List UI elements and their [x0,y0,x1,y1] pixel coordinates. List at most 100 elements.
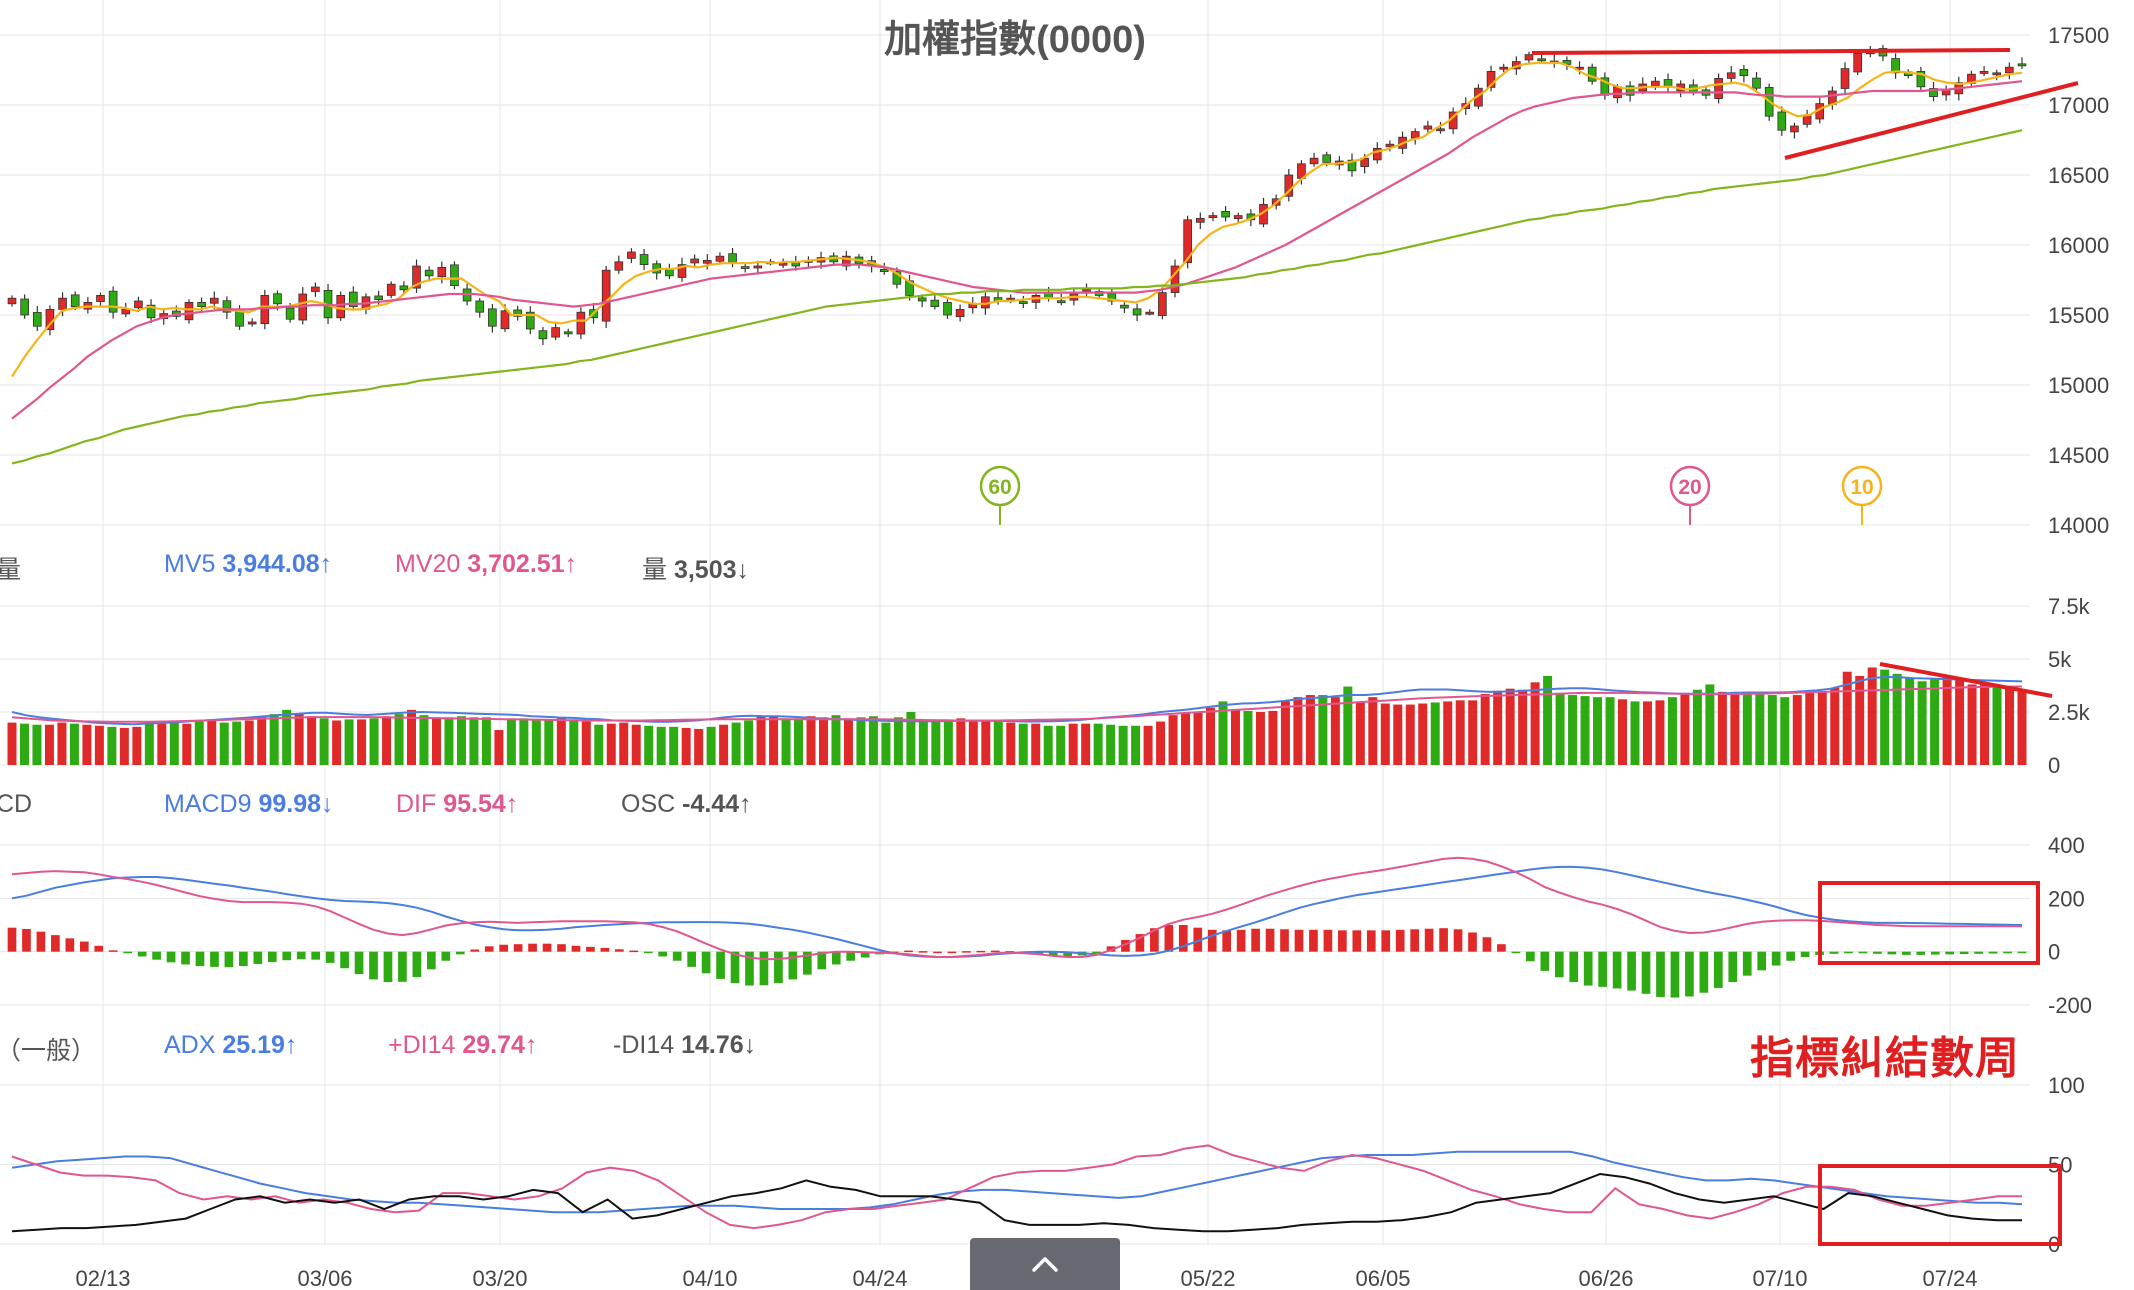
volume-bar [1630,701,1640,765]
candle-body [525,311,535,330]
osc-bar [1887,951,1897,955]
osc-bar [1930,951,1940,955]
volume-bar [1093,723,1103,765]
osc-bar [904,950,913,953]
osc-bar [398,951,407,982]
volume-bar [232,721,242,765]
volume-bar [444,717,454,765]
volume-bar [606,723,616,765]
candle-body [235,310,244,327]
osc-bar [1193,927,1203,952]
volume-bar [169,721,179,765]
volume-bar [1493,690,1503,765]
osc-bar [2003,951,2012,954]
volume-bar [194,721,204,765]
osc-bar [1858,951,1868,954]
minus-di-line [11,1172,2022,1233]
volume-bar [781,718,791,765]
volume-bar [382,716,392,765]
volume-bar [1418,703,1428,765]
volume-tick-label: 5k [2048,647,2072,672]
volume-bar [1855,675,1865,765]
osc-bar [1988,951,1998,954]
price-tick-label: 14000 [2048,513,2109,538]
legend-arrow: ↑ [524,1031,538,1059]
osc-bar [947,951,957,954]
price-tick-label: 15500 [2048,303,2109,328]
legend-label: -DI14 [613,1031,675,1059]
osc-bar [311,951,321,960]
osc-bar [802,951,812,975]
candle-body [1891,58,1900,74]
volume-bar [1505,688,1515,765]
osc-bar [846,951,856,961]
candle-body [538,330,548,340]
legend-item: DIF 95.54↑ [396,790,518,819]
candle-body [32,312,42,327]
osc-bar [65,938,75,952]
legend-value: 3,702.51 [460,550,565,578]
volume-bar [669,726,679,765]
volume-bar [1106,724,1116,765]
scroll-up-button[interactable] [970,1238,1120,1290]
candle-body [1019,301,1028,304]
candle-body [1145,311,1155,315]
volume-bar [756,716,766,765]
candle-body [96,294,105,302]
legend-arrow: ↑ [505,790,519,818]
volume-bar [744,720,754,765]
osc-bar [383,951,393,983]
candle-body [1322,154,1332,163]
legend-label: MV20 [395,550,461,578]
candle-body [1221,210,1230,218]
volume-bar [1655,700,1665,765]
candle-body [412,265,421,289]
candle-body [1056,300,1066,304]
legend-label: ADX [164,1031,216,1059]
candle-body [1410,131,1420,139]
x-tick-label: 05/22 [1180,1266,1235,1290]
osc-bar [1916,951,1926,955]
candle-body [488,308,497,327]
candle-body [879,268,889,272]
osc-bar [1554,951,1564,978]
volume-bar [1792,695,1802,765]
osc-bar [253,951,263,964]
candle-body [1436,128,1445,132]
legend-value: 99.98 [251,790,322,818]
candle-body [108,290,118,313]
volume-bar [2017,690,2027,765]
axis-labels: 14000 14500 15000 15500 16000 16500 17000 17500… [75,23,2109,1290]
osc-bar [1583,951,1593,986]
volume-bar [1006,722,1016,765]
osc-bar [1309,929,1318,952]
volume-bar [1243,710,1253,765]
macd-tick-label: 0 [2048,940,2060,965]
candle-body [1625,85,1635,96]
osc-bar [615,949,624,952]
volume-bar [519,718,529,765]
volume-bar [993,721,1003,765]
price-tick-label: 17500 [2048,23,2109,48]
legend-item: 量 [0,550,21,586]
volume-bar [544,719,554,765]
osc-bar [1453,929,1463,952]
volume-bar [2005,687,2015,765]
volume-bar [1867,667,1877,765]
volume-bar [931,721,941,765]
candle-body [728,253,737,264]
osc-bar [282,951,292,961]
volume-bar [506,718,516,765]
legend-value: 3,503 [667,556,737,584]
volume-bar [1043,725,1053,765]
candle-body [184,301,194,321]
osc-bar [1236,929,1246,952]
legend-item: MV20 3,702.51↑ [395,550,577,579]
osc-bar [412,951,422,977]
candle-body [1208,215,1218,219]
volume-bar [1368,697,1378,765]
candle-body [791,261,801,267]
osc-bar [22,929,31,952]
volume-bar [1842,671,1852,765]
osc-bar [817,951,827,970]
